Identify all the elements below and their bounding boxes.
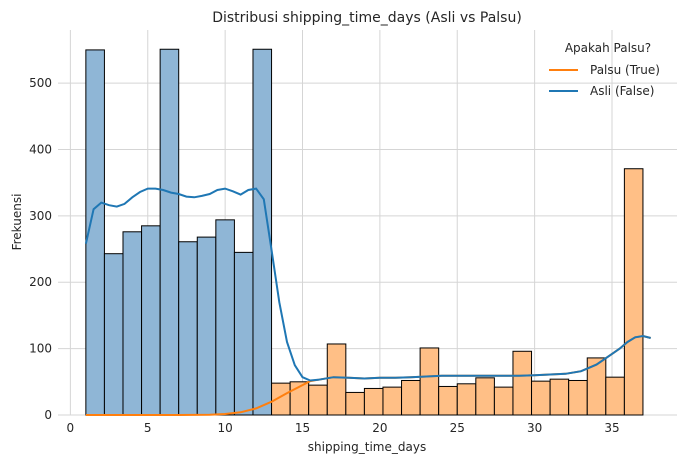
bar-palsu — [531, 380, 551, 416]
bar-palsu — [438, 385, 458, 416]
legend-label-asli: Asli (False) — [590, 84, 654, 98]
legend-title: Apakah Palsu? — [565, 41, 651, 55]
bar-palsu — [475, 377, 495, 416]
bar-palsu — [382, 386, 403, 416]
bar-asli — [103, 253, 124, 416]
bar-asli — [122, 231, 143, 416]
x-tick-label: 25 — [450, 421, 465, 435]
y-tick-label: 100 — [29, 342, 52, 356]
bar-palsu — [605, 376, 625, 416]
axes: 0 5 10 15 20 25 30 35 0 100 200 300 400 500 — [29, 76, 620, 435]
bar-palsu — [456, 383, 477, 416]
bar-palsu — [345, 391, 365, 416]
bar-palsu — [308, 384, 328, 416]
y-tick-label: 0 — [44, 408, 52, 422]
x-tick-label: 35 — [604, 421, 619, 435]
kde-lines — [84, 187, 651, 416]
bar-asli — [233, 251, 254, 416]
bar-palsu — [401, 379, 421, 416]
x-tick-label: 30 — [527, 421, 542, 435]
x-tick-label: 15 — [295, 421, 310, 435]
bar-asli — [141, 225, 161, 416]
bar-palsu — [623, 168, 644, 416]
y-tick-label: 400 — [29, 142, 52, 156]
kde-line-asli — [84, 187, 651, 382]
bar-palsu — [419, 347, 440, 416]
bar-palsu — [512, 350, 533, 416]
x-tick-label: 20 — [372, 421, 387, 435]
x-tick-label: 0 — [67, 421, 75, 435]
legend: Apakah Palsu? Palsu (True) Asli (False) — [549, 41, 660, 98]
x-tick-label: 10 — [217, 421, 232, 435]
bar-asli — [178, 241, 198, 416]
bar-palsu — [568, 379, 588, 416]
bar-asli — [196, 236, 217, 416]
x-tick-label: 5 — [144, 421, 152, 435]
bar-palsu — [363, 387, 384, 416]
y-tick-label: 200 — [29, 275, 52, 289]
y-axis-label: Frekuensi — [10, 194, 24, 251]
bar-asli — [159, 48, 180, 416]
bar-asli — [215, 219, 235, 416]
bar-asli — [252, 48, 273, 416]
bar-palsu — [549, 378, 570, 416]
bar-palsu — [493, 386, 514, 416]
legend-label-palsu: Palsu (True) — [590, 63, 660, 77]
bar-palsu — [326, 343, 347, 416]
chart-title: Distribusi shipping_time_days (Asli vs P… — [212, 10, 522, 26]
y-tick-label: 300 — [29, 209, 52, 223]
x-axis-label: shipping_time_days — [308, 440, 426, 454]
y-tick-label: 500 — [29, 76, 52, 90]
